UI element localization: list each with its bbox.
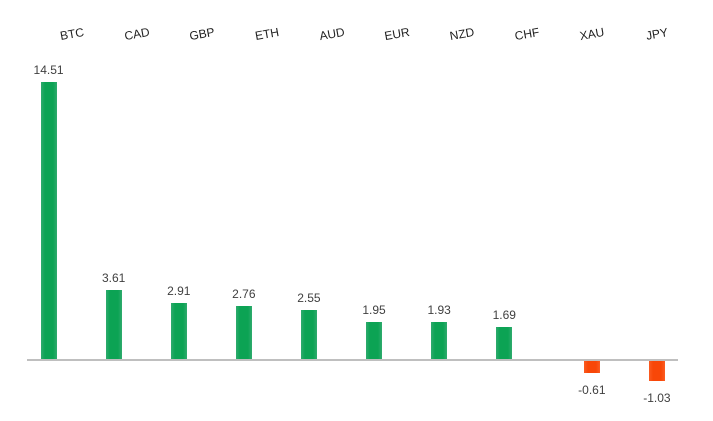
category-label-eth: ETH — [253, 25, 280, 43]
value-label-xau: -0.61 — [578, 382, 606, 397]
value-label-aud: 2.55 — [297, 291, 321, 306]
category-label-jpy: JPY — [645, 25, 670, 43]
value-label-jpy: -1.03 — [643, 390, 671, 405]
bar-nzd — [431, 322, 448, 359]
category-label-cad: CAD — [122, 24, 151, 44]
value-label-gbp: 2.91 — [167, 284, 191, 299]
value-label-cad: 3.61 — [101, 271, 126, 286]
value-label-eth: 2.76 — [232, 287, 256, 302]
bar-cad — [105, 290, 122, 359]
category-label-gbp: GBP — [188, 24, 216, 44]
category-label-chf: CHF — [513, 24, 541, 44]
category-label-xau: XAU — [578, 24, 606, 44]
category-label-eur: EUR — [383, 24, 411, 44]
category-label-nzd: NZD — [448, 24, 476, 44]
bar-btc — [40, 81, 57, 359]
value-label-eur: 1.95 — [362, 302, 386, 317]
bar-eth — [235, 306, 252, 359]
bar-xau — [583, 361, 600, 373]
category-label-aud: AUD — [318, 24, 346, 44]
value-label-nzd: 1.93 — [427, 303, 451, 318]
bar-chf — [496, 326, 513, 359]
bar-gbp — [170, 303, 187, 359]
category-label-btc: BTC — [58, 25, 85, 43]
value-label-btc: 14.51 — [33, 62, 64, 77]
bar-aud — [300, 310, 317, 359]
bar-jpy — [648, 361, 665, 381]
value-label-chf: 1.69 — [492, 307, 516, 322]
x-axis-line — [27, 359, 678, 361]
bar-eur — [366, 321, 383, 359]
